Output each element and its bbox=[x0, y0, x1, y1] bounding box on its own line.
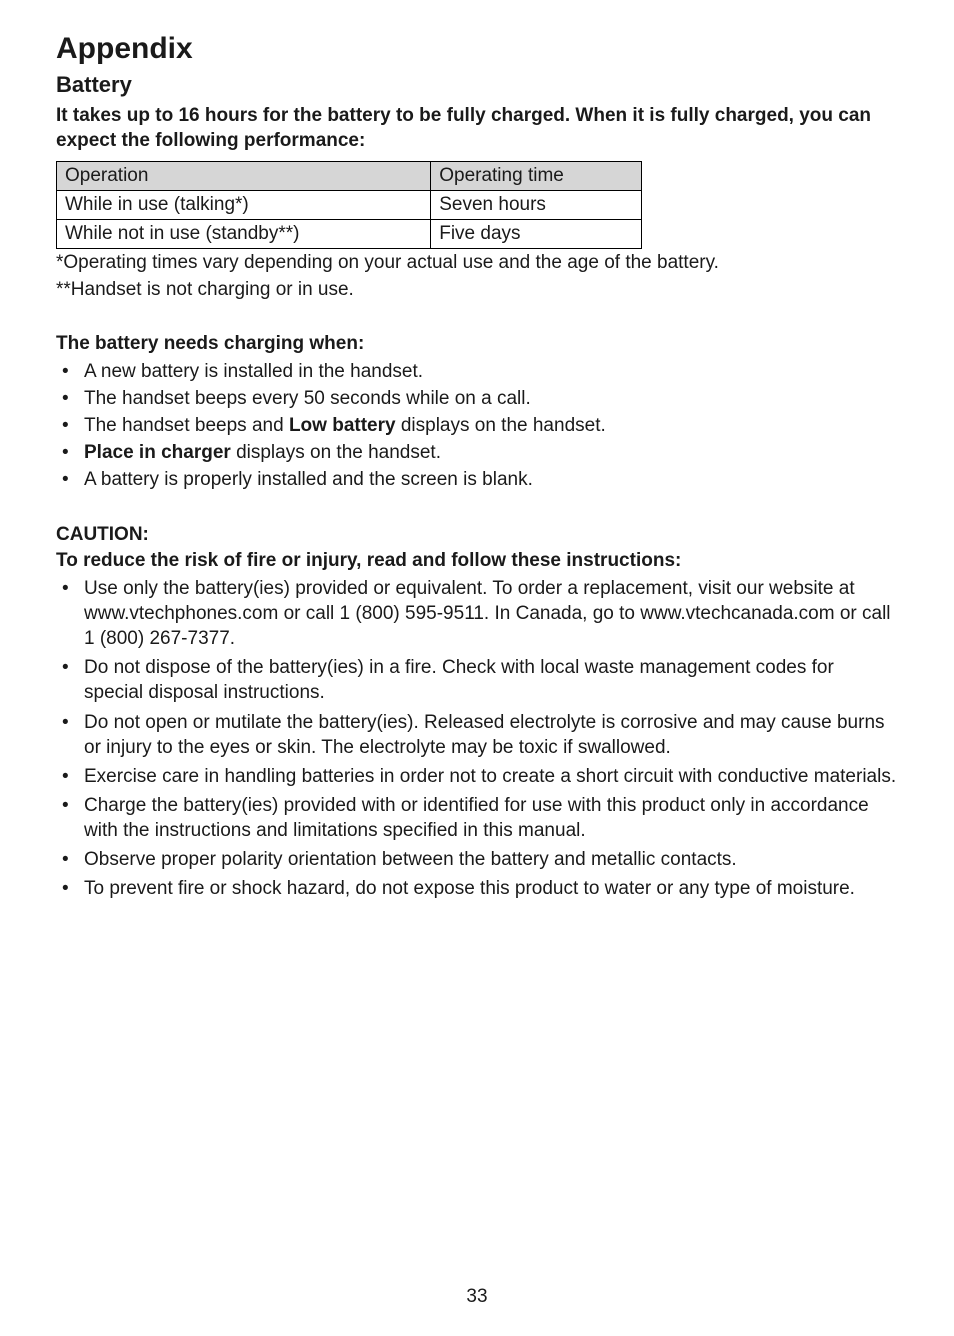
footnote-2: **Handset is not charging or in use. bbox=[56, 278, 898, 303]
spacer bbox=[56, 494, 898, 510]
cell-time: Five days bbox=[431, 220, 642, 249]
col-header-time: Operating time bbox=[431, 162, 642, 191]
footnote-1: *Operating times vary depending on your … bbox=[56, 251, 898, 276]
list-item: To prevent fire or shock hazard, do not … bbox=[56, 876, 898, 901]
cell-operation: While not in use (standby**) bbox=[57, 220, 431, 249]
list-item: The handset beeps and Low battery displa… bbox=[56, 413, 898, 438]
page-container: Appendix Battery It takes up to 16 hours… bbox=[0, 0, 954, 1336]
list-item: Place in charger displays on the handset… bbox=[56, 440, 898, 465]
list-item: The handset beeps every 50 seconds while… bbox=[56, 386, 898, 411]
list-item: Use only the battery(ies) provided or eq… bbox=[56, 576, 898, 651]
section-heading-battery: Battery bbox=[56, 72, 898, 98]
charging-list: A new battery is installed in the handse… bbox=[56, 359, 898, 492]
list-text-post: displays on the handset. bbox=[396, 415, 606, 436]
page-title: Appendix bbox=[56, 32, 898, 66]
list-item: Observe proper polarity orientation betw… bbox=[56, 847, 898, 872]
caution-subheading: To reduce the risk of fire or injury, re… bbox=[56, 550, 898, 572]
table-row: While in use (talking*) Seven hours bbox=[57, 191, 642, 220]
list-item: A battery is properly installed and the … bbox=[56, 467, 898, 492]
col-header-operation: Operation bbox=[57, 162, 431, 191]
list-item: Do not open or mutilate the battery(ies)… bbox=[56, 710, 898, 760]
list-item: Exercise care in handling batteries in o… bbox=[56, 764, 898, 789]
caution-list: Use only the battery(ies) provided or eq… bbox=[56, 576, 898, 901]
list-text-bold: Low battery bbox=[289, 415, 396, 436]
cell-time: Seven hours bbox=[431, 191, 642, 220]
list-text-post: displays on the handset. bbox=[231, 442, 441, 463]
operating-time-table: Operation Operating time While in use (t… bbox=[56, 161, 642, 249]
list-item: Charge the battery(ies) provided with or… bbox=[56, 793, 898, 843]
intro-paragraph: It takes up to 16 hours for the battery … bbox=[56, 104, 898, 153]
spacer bbox=[56, 303, 898, 319]
cell-operation: While in use (talking*) bbox=[57, 191, 431, 220]
list-text-pre: The handset beeps and bbox=[84, 415, 289, 436]
charging-heading: The battery needs charging when: bbox=[56, 333, 898, 355]
caution-heading: CAUTION: bbox=[56, 524, 898, 546]
list-text-bold: Place in charger bbox=[84, 442, 231, 463]
page-number: 33 bbox=[0, 1286, 954, 1308]
table-row: While not in use (standby**) Five days bbox=[57, 220, 642, 249]
list-item: A new battery is installed in the handse… bbox=[56, 359, 898, 384]
list-item: Do not dispose of the battery(ies) in a … bbox=[56, 655, 898, 705]
table-header-row: Operation Operating time bbox=[57, 162, 642, 191]
